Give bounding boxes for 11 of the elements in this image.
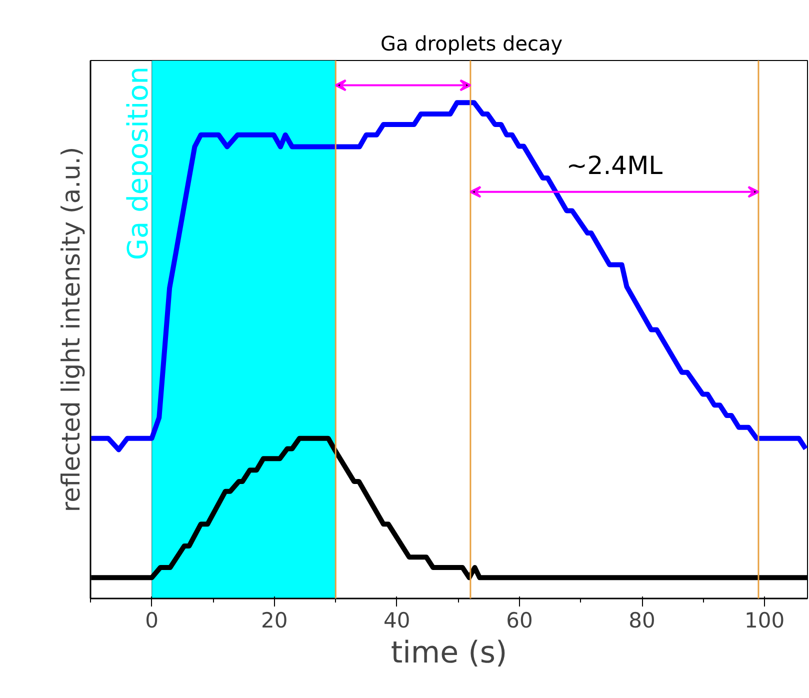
x-tick-label: 80	[628, 608, 656, 632]
x-tick-label: 0	[145, 608, 158, 632]
y-axis-title: reflected light intensity (a.u.)	[56, 146, 86, 512]
annotation: ~2.4ML	[566, 150, 663, 180]
x-tick-label: 60	[506, 608, 533, 632]
x-tick-label: 40	[384, 608, 410, 632]
band-label: Ga deposition	[121, 66, 154, 260]
text: Ga droplets decay	[380, 32, 563, 56]
x-tick-label: 100	[744, 608, 785, 632]
x-axis-title: time (s)	[390, 636, 508, 670]
x-tick-label: 20	[260, 608, 288, 632]
